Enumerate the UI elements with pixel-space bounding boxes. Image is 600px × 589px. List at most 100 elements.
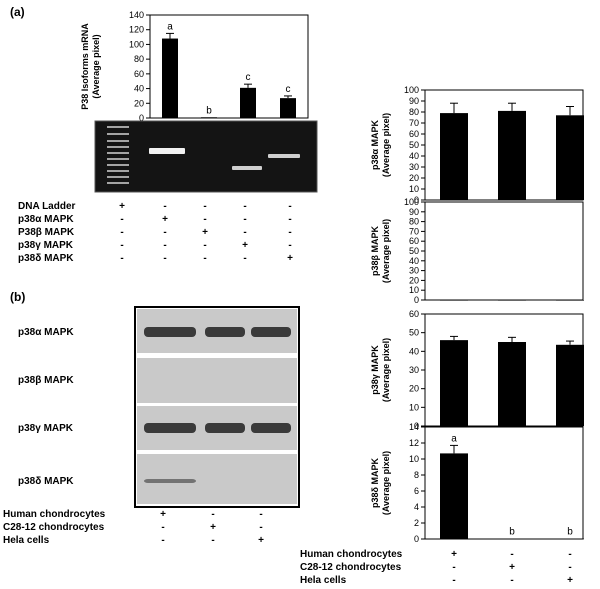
y-axis-label-line: p38δ MAPK xyxy=(370,458,380,508)
y-tick-label: 40 xyxy=(409,256,419,266)
sign-cell: + xyxy=(451,549,457,560)
row-label: Hela cells xyxy=(3,535,50,546)
plot-frame xyxy=(424,201,584,301)
y-tick-label: 80 xyxy=(134,54,144,64)
sign-cell: - xyxy=(163,227,166,238)
bar-chart-4: 0 2 4 6 8 10 12 14 p38δ MAPK(Average pixel) a b b xyxy=(370,422,584,544)
ladder-band xyxy=(107,182,129,184)
y-tick-label: 0 xyxy=(139,113,144,123)
bar xyxy=(556,300,584,301)
blot-band xyxy=(205,423,245,433)
gel-lane-table: DNA Ladder + - - - - p38α MAPK - + - - - P38β MAPK - -… xyxy=(18,201,293,264)
y-axis-label-line: (Average pixel) xyxy=(91,34,101,98)
gel-band xyxy=(232,166,262,170)
sign-cell: + xyxy=(242,240,248,251)
sign-cell: + xyxy=(509,562,515,573)
ladder-band xyxy=(107,133,129,135)
sign-cell: - xyxy=(568,562,571,573)
sign-cell: - xyxy=(510,549,513,560)
y-tick-label: 10 xyxy=(409,184,419,194)
y-tick-label: 30 xyxy=(409,365,419,375)
plot-frame xyxy=(149,14,309,119)
sign-cell: + xyxy=(162,214,168,225)
significance-label: c xyxy=(246,72,251,83)
sign-cell: - xyxy=(243,227,246,238)
panel-a-label: (a) xyxy=(10,5,25,19)
y-tick-label: 0 xyxy=(414,421,419,431)
y-tick-label: 60 xyxy=(409,236,419,246)
row-label: C28-12 chondrocytes xyxy=(300,562,402,573)
y-tick-label: 2 xyxy=(414,518,419,528)
significance-label: b xyxy=(567,527,573,538)
y-tick-label: 50 xyxy=(409,246,419,256)
sign-cell: + xyxy=(160,509,166,520)
sign-cell: + xyxy=(258,535,264,546)
bar xyxy=(440,300,468,301)
sign-cell: - xyxy=(243,201,246,212)
y-tick-label: 60 xyxy=(134,69,144,79)
bar xyxy=(440,453,468,539)
y-tick-label: 40 xyxy=(409,151,419,161)
blot-strip-label: p38β MAPK xyxy=(18,375,74,386)
ladder-band xyxy=(107,152,129,154)
y-tick-label: 0 xyxy=(414,534,419,544)
row-label: Hela cells xyxy=(300,575,347,586)
y-tick-label: 50 xyxy=(409,328,419,338)
ladder-band xyxy=(107,126,129,128)
y-tick-label: 8 xyxy=(414,470,419,480)
blot-band xyxy=(205,327,245,337)
bar xyxy=(201,117,217,118)
sign-cell: - xyxy=(161,522,164,533)
y-axis-label-line: p38γ MAPK xyxy=(370,345,380,395)
y-tick-label: 70 xyxy=(409,118,419,128)
sign-cell: - xyxy=(288,240,291,251)
sign-cell: - xyxy=(163,240,166,251)
y-tick-label: 60 xyxy=(409,309,419,319)
sign-cell: - xyxy=(288,214,291,225)
y-tick-label: 0 xyxy=(414,195,419,205)
blot-strip-label: p38γ MAPK xyxy=(18,423,74,434)
sign-cell: - xyxy=(510,575,513,586)
y-axis-label-line: (Average pixel) xyxy=(381,113,391,177)
y-axis-label-line: (Average pixel) xyxy=(381,219,391,283)
y-tick-label: 20 xyxy=(409,384,419,394)
y-tick-label: 80 xyxy=(409,107,419,117)
sign-cell: - xyxy=(163,253,166,264)
bar xyxy=(440,113,468,200)
ladder-band xyxy=(107,158,129,160)
ladder-band xyxy=(107,140,129,142)
row-label: C28-12 chondrocytes xyxy=(3,522,105,533)
bar xyxy=(240,87,256,118)
sign-cell: + xyxy=(287,253,293,264)
bar xyxy=(440,340,468,426)
y-axis-label-line: p38β MAPK xyxy=(370,226,380,277)
ladder-band xyxy=(107,146,129,148)
cell-table-left: Human chondrocytes + - - C28-12 chondrocytes… xyxy=(3,509,264,546)
y-axis-label-line: (Average pixel) xyxy=(381,338,391,402)
western-blot: p38α MAPK p38β MAPK p38γ MAPK p38δ MAPK xyxy=(18,306,300,508)
y-tick-label: 100 xyxy=(404,85,419,95)
bar xyxy=(498,300,526,301)
sign-cell: - xyxy=(211,535,214,546)
row-label: p38γ MAPK xyxy=(18,240,74,251)
y-tick-label: 70 xyxy=(409,226,419,236)
row-label: P38β MAPK xyxy=(18,227,75,238)
sign-cell: - xyxy=(243,253,246,264)
sign-cell: - xyxy=(259,509,262,520)
sign-cell: - xyxy=(452,562,455,573)
sign-cell: - xyxy=(120,253,123,264)
y-tick-label: 14 xyxy=(409,422,419,432)
sign-cell: - xyxy=(452,575,455,586)
y-tick-label: 10 xyxy=(409,402,419,412)
bar xyxy=(498,538,526,540)
row-label: p38α MAPK xyxy=(18,214,74,225)
significance-label: c xyxy=(286,84,291,95)
sign-cell: - xyxy=(259,522,262,533)
sign-cell: - xyxy=(203,240,206,251)
y-tick-label: 6 xyxy=(414,486,419,496)
y-axis-label: p38α MAPK(Average pixel) xyxy=(370,113,391,177)
sign-cell: - xyxy=(288,201,291,212)
y-tick-label: 140 xyxy=(129,10,144,20)
